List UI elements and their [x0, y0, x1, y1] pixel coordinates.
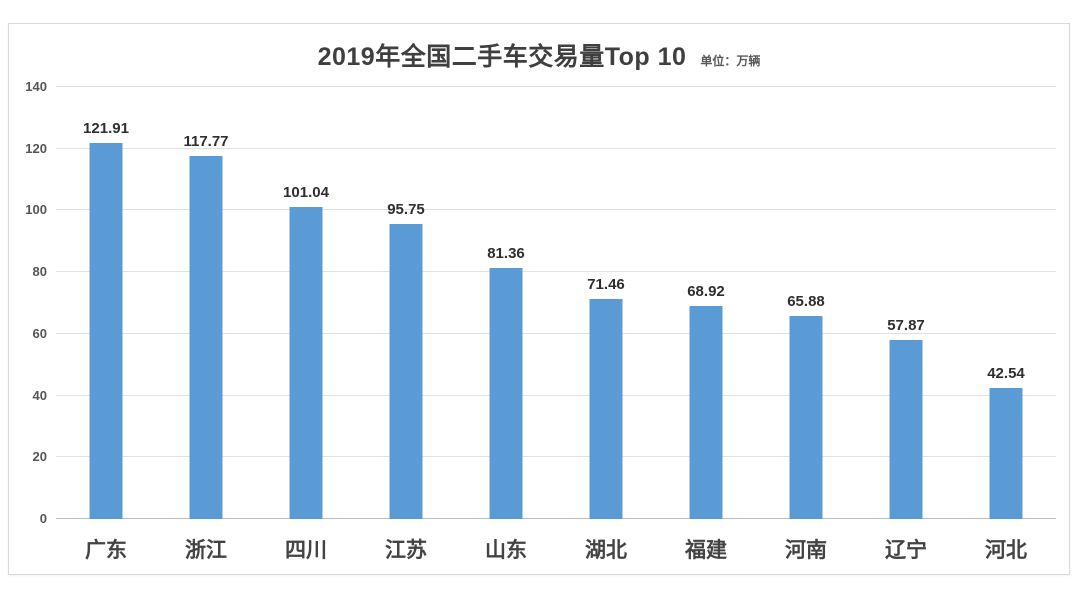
bar	[989, 387, 1023, 519]
x-axis-label: 湖北	[585, 539, 627, 562]
bar	[689, 306, 723, 519]
y-axis: 0 20 40 60 80 100 120 140	[9, 79, 47, 526]
y-axis-tick-label: 100	[25, 202, 47, 218]
y-axis-tick-label: 60	[32, 325, 47, 341]
bar	[789, 315, 823, 519]
bar	[189, 155, 223, 519]
y-axis-tick-label: 40	[32, 387, 47, 403]
x-axis-label: 四川	[285, 539, 327, 562]
chart-unit-label: 单位：万辆	[700, 54, 761, 68]
bar-value-label: 81.36	[487, 244, 525, 262]
y-axis-tick-label: 0	[39, 511, 47, 526]
bar-value-label: 57.87	[887, 317, 925, 335]
y-axis-tick-label: 120	[25, 140, 47, 156]
gridline	[56, 86, 1056, 87]
bar-value-label: 117.77	[183, 132, 229, 150]
bar-value-label: 121.91	[83, 119, 129, 137]
plot-area: 121.91 广东 117.77 浙江 101.04 四川 95.75 江苏 81.36 山东 71…	[56, 86, 1056, 563]
bar-value-label: 65.88	[787, 292, 825, 310]
x-axis-label: 广东	[85, 539, 127, 562]
bar-group-辽宁: 57.87 辽宁	[856, 87, 956, 562]
bar-group-江苏: 95.75 江苏	[356, 87, 456, 562]
gridline	[56, 147, 1056, 149]
bar-value-label: 68.92	[687, 283, 725, 301]
bar	[589, 298, 623, 519]
y-axis-tick-label: 20	[32, 449, 47, 465]
bar-group-湖北: 71.46 湖北	[556, 87, 656, 563]
bar	[89, 142, 123, 519]
gridline	[56, 271, 1056, 273]
bar	[389, 223, 423, 519]
x-axis-label: 山东	[485, 539, 527, 562]
bar	[489, 267, 523, 519]
bar-value-label: 95.75	[387, 200, 425, 218]
chart-header: 2019年全国二手车交易量Top 10 单位：万辆	[9, 37, 1069, 73]
x-axis-label: 浙江	[185, 539, 227, 562]
gridline	[56, 456, 1056, 458]
bar-value-label: 71.46	[587, 275, 625, 293]
bar-value-label: 101.04	[283, 184, 329, 202]
chart-title: 2019年全国二手车交易量Top 10	[317, 43, 687, 71]
bar-group-河南: 65.88 河南	[756, 87, 856, 562]
x-axis-label: 河北	[985, 539, 1027, 562]
x-axis-label: 江苏	[385, 539, 427, 562]
bar	[889, 340, 923, 519]
bar-value-label: 42.54	[987, 364, 1025, 382]
bar-group-山东: 81.36 山东	[456, 87, 556, 562]
gridline	[56, 332, 1056, 334]
bar-group-四川: 101.04 四川	[256, 87, 356, 562]
y-axis-tick-label: 80	[32, 264, 47, 280]
gridline	[56, 394, 1056, 396]
y-axis-tick-label: 140	[25, 79, 47, 94]
bar-group-福建: 68.92 福建	[656, 87, 756, 562]
bar	[289, 207, 323, 519]
chart-frame: 2019年全国二手车交易量Top 10 单位：万辆 0 20 40 60 80 100 12…	[8, 23, 1070, 575]
gridline	[56, 209, 1056, 211]
x-axis-label: 辽宁	[885, 539, 927, 562]
bar-group-广东: 121.91 广东	[56, 87, 156, 562]
bar-group-浙江: 117.77 浙江	[156, 87, 256, 562]
x-axis-label: 河南	[785, 539, 827, 562]
x-axis-line	[56, 518, 1056, 519]
x-axis-label: 福建	[685, 539, 727, 562]
bar-group-河北: 42.54 河北	[956, 87, 1056, 562]
